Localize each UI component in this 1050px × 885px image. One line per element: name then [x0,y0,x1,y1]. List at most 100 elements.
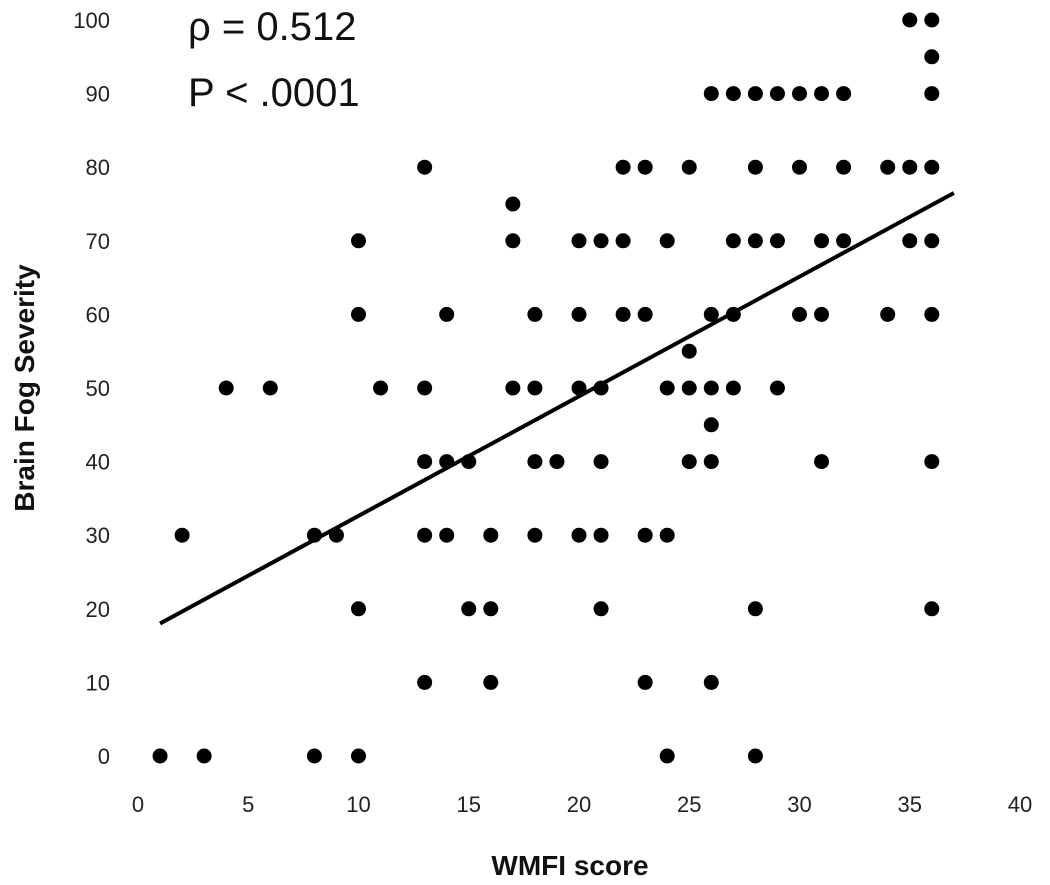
y-axis-ticks: 0 10 20 30 40 50 60 70 80 90 100 [73,8,110,769]
data-point [902,12,918,28]
data-point [703,454,719,470]
data-point [681,343,697,359]
data-point [615,306,631,322]
data-point [549,454,565,470]
data-point [703,380,719,396]
x-axis-title: WMFI score [491,850,648,881]
data-point [196,748,212,764]
data-point [417,159,433,175]
data-point [814,233,830,249]
data-point [218,380,234,396]
data-point [814,306,830,322]
data-point [351,306,366,322]
data-point [836,159,852,175]
y-tick-label: 50 [86,376,110,401]
data-point [593,454,609,470]
data-point [593,601,609,617]
data-point [152,748,168,764]
data-point [571,306,587,322]
data-point [703,306,719,322]
y-tick-label: 40 [86,450,110,475]
data-point [615,233,631,249]
data-point [725,233,741,249]
data-point [461,601,477,617]
data-point [747,233,763,249]
data-point [439,306,455,322]
data-point [924,159,940,175]
data-point [747,601,763,617]
data-point [769,380,785,396]
y-tick-label: 100 [73,8,110,33]
data-point [924,49,940,65]
data-point [615,159,631,175]
x-tick-label: 10 [346,792,370,817]
data-point [924,12,940,28]
data-point [924,233,940,249]
data-point [527,527,543,543]
data-point [637,527,653,543]
data-point [417,527,433,543]
data-point [747,748,763,764]
data-point [747,159,763,175]
x-tick-label: 30 [787,792,811,817]
data-point [681,380,697,396]
data-point [417,380,433,396]
data-point [725,380,741,396]
data-point [725,86,741,102]
data-point [417,674,433,690]
x-axis-ticks: 0 5 10 15 20 25 30 35 40 [132,792,1032,817]
data-point [902,159,918,175]
x-tick-label: 15 [457,792,481,817]
y-tick-label: 60 [86,302,110,327]
data-point [593,233,609,249]
y-tick-label: 70 [86,229,110,254]
trendline-group [159,191,955,626]
data-point [924,601,940,617]
data-point [681,454,697,470]
data-point [769,233,785,249]
data-point [505,380,521,396]
y-tick-label: 10 [86,670,110,695]
data-point [814,454,830,470]
data-point [924,454,940,470]
y-tick-label: 30 [86,523,110,548]
data-point [527,380,543,396]
data-point [659,380,675,396]
data-point [836,233,852,249]
data-point [262,380,278,396]
y-tick-label: 90 [86,82,110,107]
data-point [836,86,852,102]
data-point [593,527,609,543]
data-point [792,306,807,322]
data-point [792,159,807,175]
data-point [306,748,322,764]
rho-annotation: ρ = 0.512 [188,5,356,49]
data-point [174,527,190,543]
data-point [924,86,940,102]
data-point [747,86,763,102]
y-tick-label: 0 [98,744,110,769]
data-point [792,86,807,102]
x-tick-label: 0 [132,792,144,817]
data-point [880,306,896,322]
data-point [659,527,675,543]
data-point [351,233,366,249]
data-point [703,86,719,102]
data-point [351,748,366,764]
data-point [571,233,587,249]
data-point [659,233,675,249]
data-point [924,306,940,322]
data-point [483,674,499,690]
data-point [351,601,366,617]
data-point [880,159,896,175]
y-tick-label: 80 [86,155,110,180]
data-point [703,674,719,690]
data-point [659,748,675,764]
data-point [769,86,785,102]
x-tick-label: 5 [242,792,254,817]
data-point [902,233,918,249]
data-point [417,454,433,470]
data-point [814,86,830,102]
y-tick-label: 20 [86,597,110,622]
